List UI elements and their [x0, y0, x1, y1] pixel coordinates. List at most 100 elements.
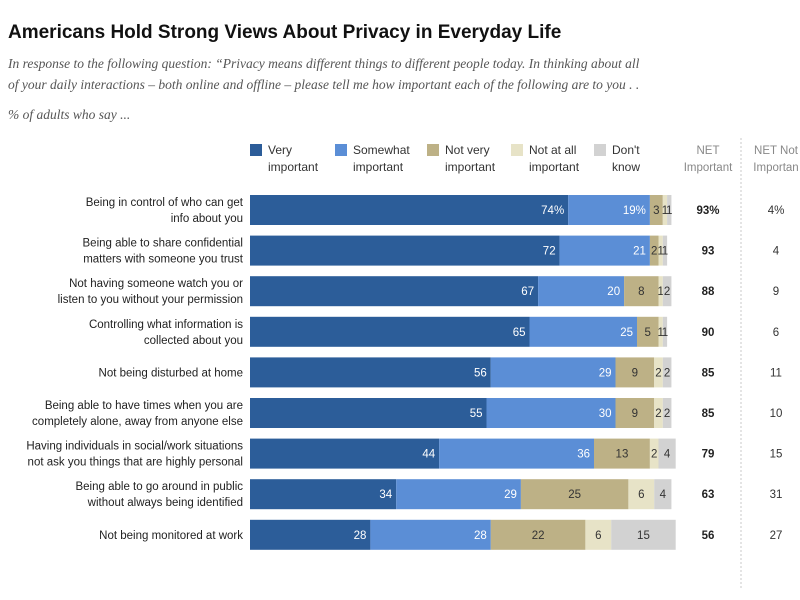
net-important-header: NET Important	[684, 145, 733, 174]
bar-segment-not_at_all	[658, 316, 663, 347]
net-not-important-value: 15	[770, 449, 783, 461]
data-label-not_very: 22	[532, 530, 545, 542]
net-important-value: 90	[702, 327, 715, 339]
data-label-somewhat: 29	[504, 489, 517, 501]
net-not-important-value: 11	[770, 367, 782, 379]
data-label-very: 72	[543, 246, 556, 258]
data-label-not_at_all: 6	[595, 530, 601, 542]
data-label-not_at_all: 1	[657, 286, 663, 298]
bar-segment-very	[250, 438, 440, 469]
category-label: Not having someone watch you or listen to…	[58, 278, 244, 306]
bar-segment-somewhat	[568, 195, 650, 225]
legend-swatch-not_at_all	[511, 144, 523, 156]
bar-segment-dont_know	[654, 479, 672, 510]
data-label-not_very: 2	[651, 246, 657, 258]
net-important-value: 85	[702, 408, 715, 420]
data-label-dont_know: 4	[664, 449, 671, 461]
bar-segment-dont_know	[662, 398, 672, 428]
data-label-very: 55	[470, 408, 483, 420]
bar-segment-not_at_all	[658, 235, 663, 266]
data-label-not_very: 25	[568, 489, 581, 501]
legend-label-dont_know: Don't know	[612, 143, 640, 174]
data-label-not_at_all: 1	[657, 327, 663, 339]
data-label-not_very: 3	[653, 205, 659, 217]
bar-segment-somewhat	[439, 438, 594, 469]
data-label-dont_know: 1	[666, 205, 672, 217]
bar-segment-very	[250, 398, 487, 428]
bar-segment-very	[250, 316, 530, 347]
net-important-value: 88	[702, 286, 715, 298]
bar-segment-not_very	[624, 276, 659, 307]
legend-label-somewhat: Somewhat important	[353, 143, 410, 174]
data-label-somewhat: 29	[599, 367, 612, 379]
bar-segment-not_at_all	[649, 438, 659, 469]
data-label-not_at_all: 6	[638, 489, 644, 501]
net-important-value: 85	[702, 367, 715, 379]
data-label-not_very: 8	[638, 286, 644, 298]
data-label-not_very: 9	[632, 367, 638, 379]
chart-title: Americans Hold Strong Views About Privac…	[8, 22, 562, 43]
data-label-very: 56	[474, 367, 487, 379]
legend-swatch-somewhat	[335, 144, 347, 156]
data-label-not_at_all: 2	[655, 367, 661, 379]
stacked-bar-chart: Very important Somewhat important Not very im…	[26, 138, 799, 590]
category-label: Being able to go around in public without…	[75, 481, 243, 509]
chart-note: % of adults who say ...	[8, 107, 131, 122]
net-not-important-value: 4	[773, 246, 780, 258]
net-important-value: 93	[702, 246, 715, 258]
net-not-important-value: 10	[770, 408, 783, 420]
bar-segment-dont_know	[662, 357, 672, 388]
bar-segment-not_very	[594, 438, 650, 469]
bar-segment-not_very	[615, 398, 655, 428]
data-label-not_at_all: 1	[657, 246, 663, 258]
bar-segment-somewhat	[486, 398, 616, 428]
bar-segment-very	[250, 357, 491, 388]
bar-segment-dont_know	[662, 316, 668, 347]
data-label-dont_know: 2	[664, 408, 670, 420]
net-important-value: 63	[702, 489, 715, 501]
category-label: Not being disturbed at home	[99, 367, 243, 379]
data-label-somewhat: 25	[620, 327, 633, 339]
net-not-important-value: 27	[770, 530, 783, 542]
data-label-not_at_all: 2	[651, 449, 657, 461]
bar-segment-somewhat	[529, 316, 637, 347]
net-not-important-header: NET Not Importan	[753, 145, 798, 174]
category-label: Having individuals in social/work situat…	[26, 441, 243, 469]
net-important-value: 93%	[696, 205, 719, 217]
bar-segment-dont_know	[662, 276, 672, 307]
bar-segment-not_at_all	[628, 479, 655, 510]
bar-segment-dont_know	[662, 235, 668, 266]
data-label-dont_know: 4	[660, 489, 667, 501]
bar-segment-somewhat	[538, 276, 625, 307]
bar-segment-not_very	[490, 519, 586, 550]
bar-segment-very	[250, 519, 371, 550]
bar-segment-very	[250, 195, 569, 225]
data-label-somewhat: 20	[607, 286, 620, 298]
data-label-not_very: 5	[645, 327, 651, 339]
legend-swatch-dont_know	[594, 144, 606, 156]
data-label-dont_know: 1	[662, 246, 668, 258]
legend-swatch-very	[250, 144, 262, 156]
bar-segment-not_very	[649, 235, 659, 266]
data-label-somewhat: 19%	[623, 205, 646, 217]
bar-segment-not_very	[649, 195, 663, 225]
category-label: Not being monitored at work	[99, 530, 243, 542]
category-label: Controlling what information is collected…	[89, 319, 243, 347]
data-label-very: 74%	[541, 205, 564, 217]
data-label-dont_know: 2	[664, 367, 670, 379]
data-label-somewhat: 21	[633, 246, 646, 258]
legend-label-not_very: Not very important	[445, 143, 496, 174]
net-important-value: 56	[702, 530, 715, 542]
bar-segment-not_at_all	[662, 195, 668, 225]
data-label-dont_know: 1	[662, 327, 668, 339]
bar-segment-not_at_all	[658, 276, 663, 307]
data-label-not_at_all: 1	[662, 205, 668, 217]
net-not-important-value: 6	[773, 327, 779, 339]
bar-segment-not_at_all	[654, 357, 663, 388]
data-label-very: 67	[521, 286, 534, 298]
legend-label-very: Very important	[268, 143, 319, 174]
legend-swatch-not_very	[427, 144, 439, 156]
data-label-very: 34	[379, 489, 392, 501]
data-label-not_very: 9	[632, 408, 638, 420]
data-label-not_at_all: 2	[655, 408, 661, 420]
